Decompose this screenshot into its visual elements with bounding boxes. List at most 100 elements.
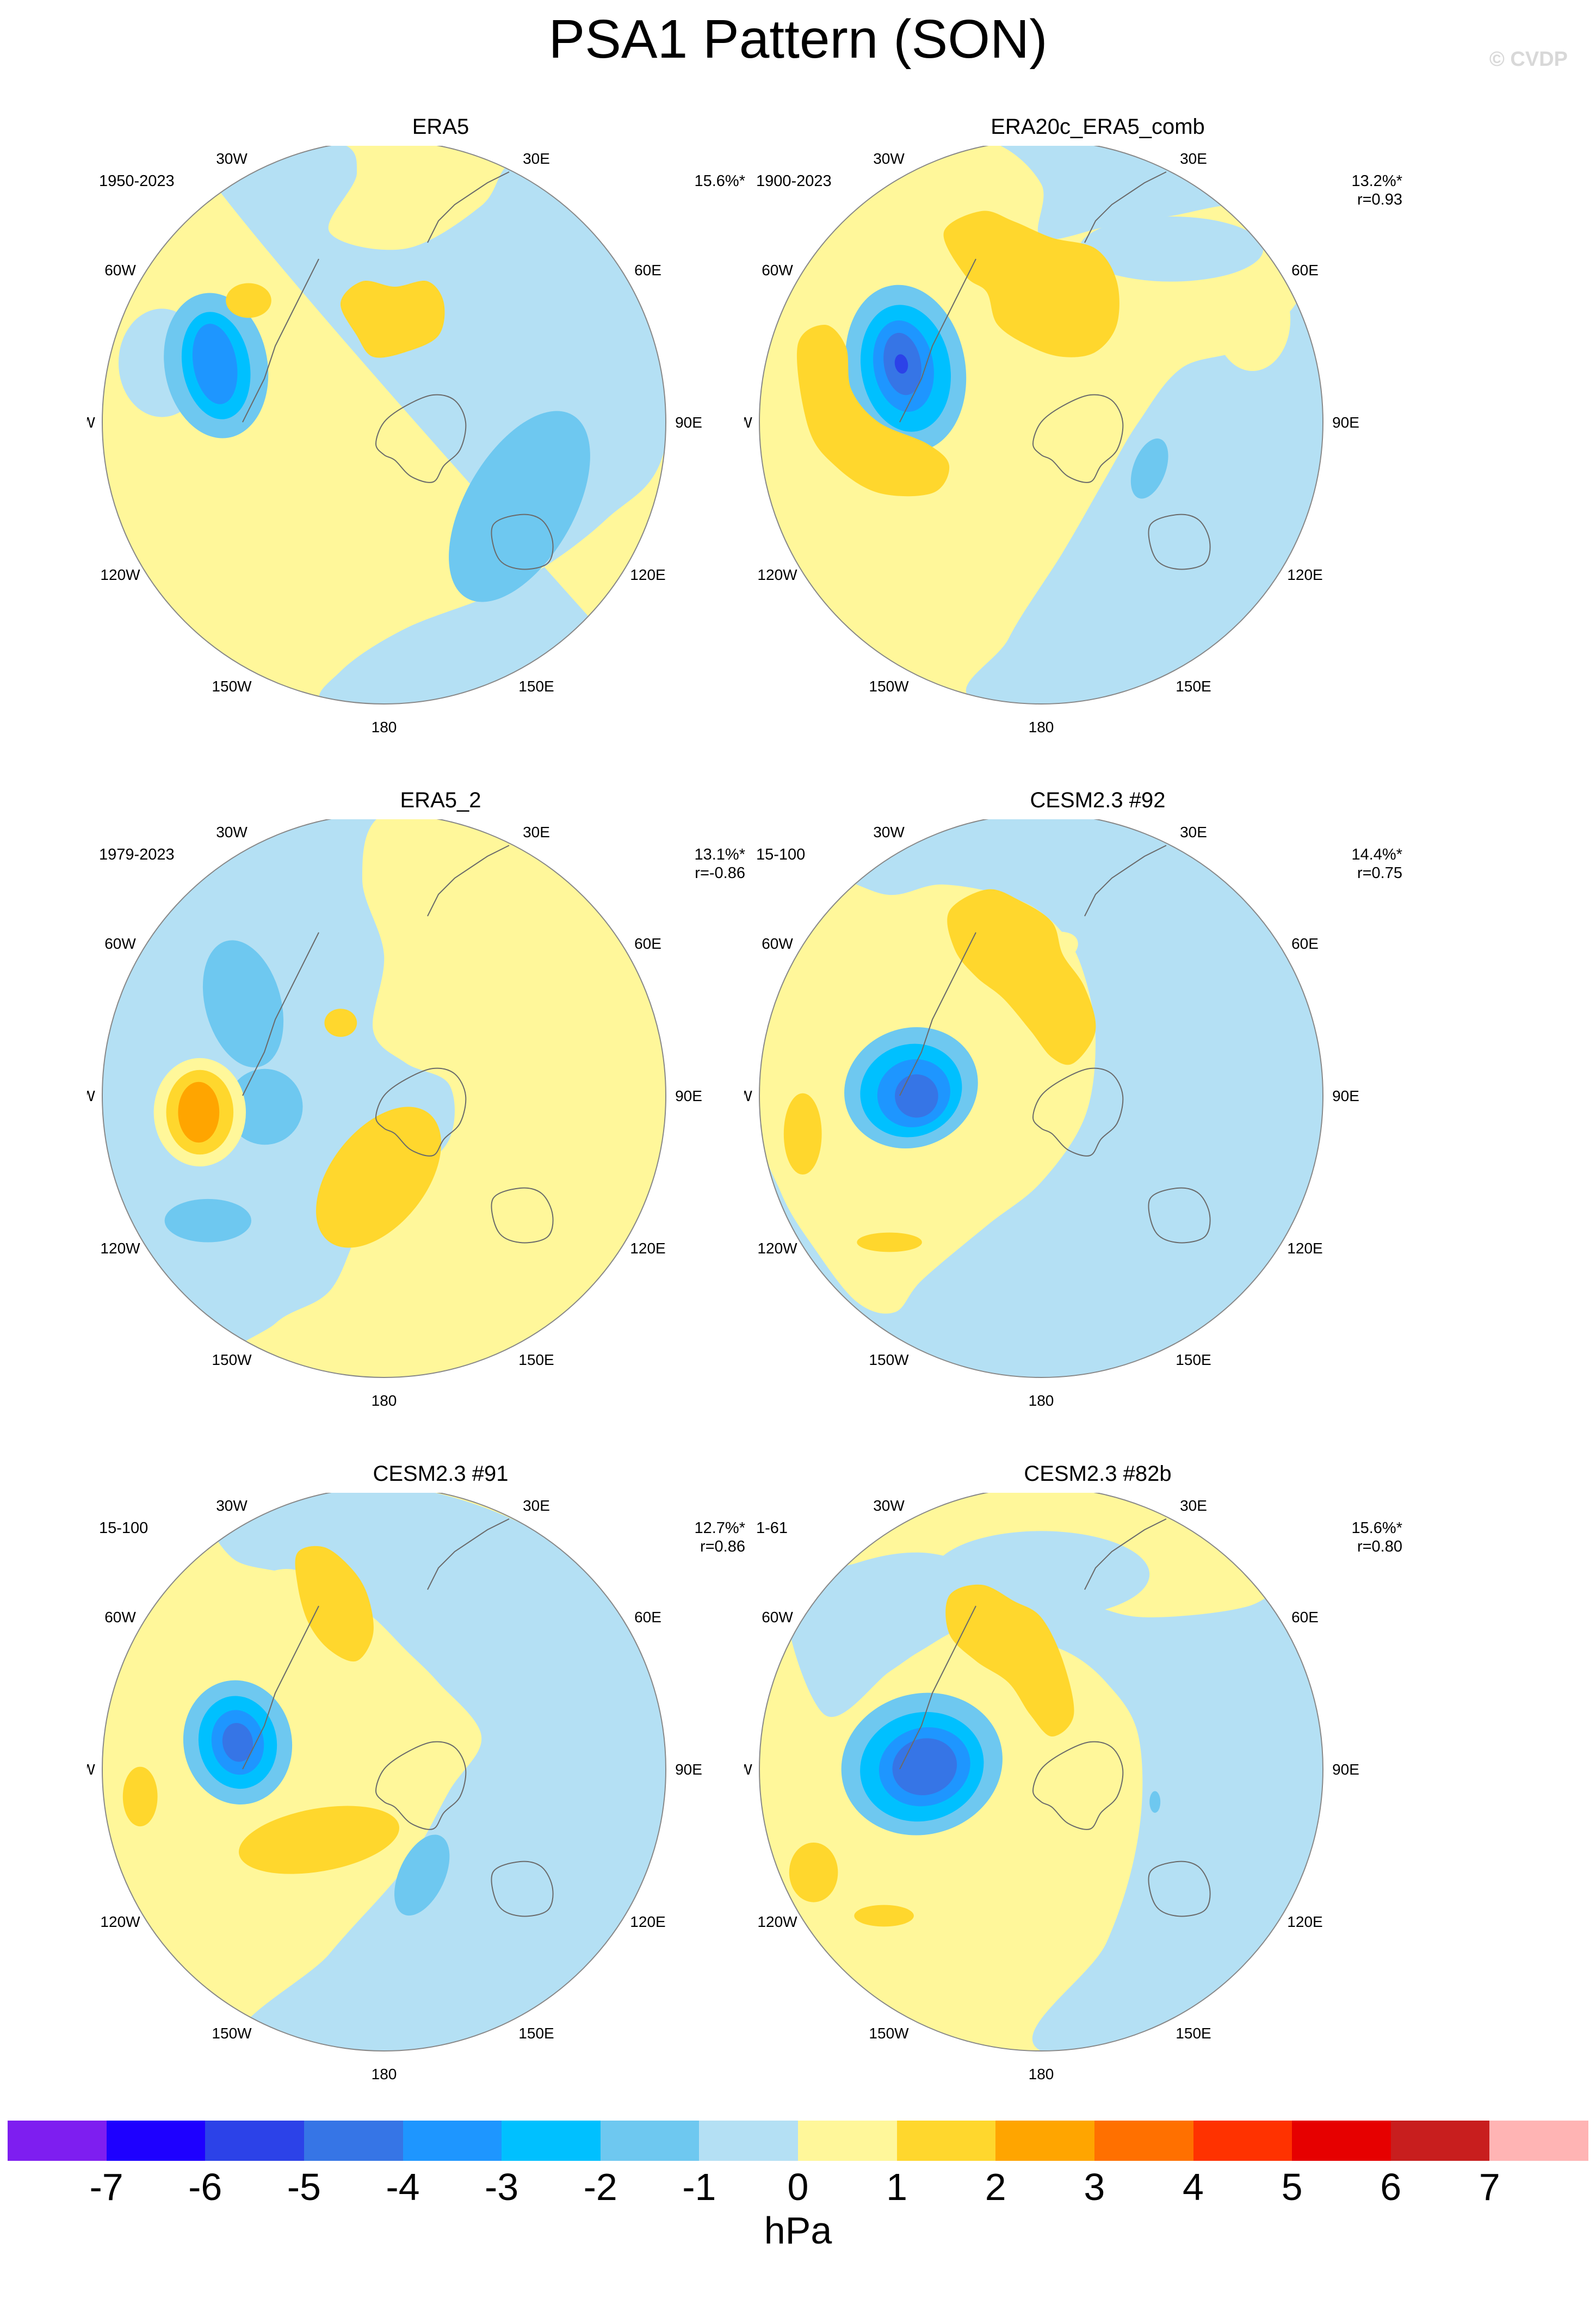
contour-region <box>943 211 1119 357</box>
polar-map: 030E60E90E120E150E180150W120W90W60W30W <box>744 1493 1359 2082</box>
correlation-label: r=-0.86 <box>695 864 745 882</box>
longitude-label: 150E <box>1176 678 1211 695</box>
south-america-coast <box>899 932 976 1096</box>
longitude-label: 90E <box>675 1761 702 1778</box>
longitude-label: 120W <box>100 1240 140 1257</box>
africa-coast <box>1084 171 1167 243</box>
contour-region <box>164 1198 251 1243</box>
longitude-label: 90E <box>1332 1087 1359 1104</box>
contour-region <box>394 1834 450 1916</box>
longitude-label: 150E <box>1176 2025 1211 2042</box>
longitude-label: 30E <box>1180 1497 1207 1514</box>
longitude-label: 60W <box>762 262 793 279</box>
stats-label: 15.6%* r=0.80 <box>1351 1519 1402 1556</box>
contour-region <box>1130 438 1168 499</box>
longitude-label: 180 <box>372 1392 397 1409</box>
coastlines <box>899 1518 1211 1917</box>
colorbar-tick-label: 4 <box>1183 2166 1204 2208</box>
contour-region <box>789 1843 838 1902</box>
colorbar-box <box>8 2121 107 2161</box>
longitude-label: 90W <box>744 1087 752 1104</box>
longitude-label: 60E <box>1291 262 1319 279</box>
longitude-label: 30W <box>216 824 248 841</box>
longitude-label: 120E <box>1287 1240 1322 1257</box>
panel-title: ERA20c_ERA5_comb <box>991 115 1205 139</box>
colorbar-tick-label: 6 <box>1380 2166 1402 2208</box>
contour-region <box>449 411 590 602</box>
colorbar-tick-label: -4 <box>386 2166 420 2208</box>
map-panel-era5: ERA5 1950-2023 15.6%* 030E60E90E120E150E… <box>87 113 794 788</box>
map-boundary <box>102 1493 666 2051</box>
longitude-label: 150W <box>212 2025 252 2042</box>
map-panel-era20c-era5-comb: ERA20c_ERA5_comb 1900-2023 13.2%* r=0.93… <box>744 113 1451 788</box>
colorbar-box <box>1489 2121 1588 2161</box>
longitude-label: 30E <box>523 824 550 841</box>
correlation-label: r=0.80 <box>1357 1538 1402 1555</box>
contour-region <box>895 1074 938 1118</box>
antarctica-coast <box>375 1067 467 1157</box>
longitude-label: 120W <box>100 566 140 583</box>
map-panel-era5-2: ERA5_2 1979-2023 13.1%* r=-0.86 030E60E9… <box>87 787 794 1461</box>
longitude-label: 60E <box>1291 1609 1319 1626</box>
field-layer <box>759 819 1323 1377</box>
stats-label: 12.7%* r=0.86 <box>694 1519 745 1556</box>
variance-label: 13.1%* <box>694 846 745 863</box>
longitude-label: 30W <box>873 150 905 167</box>
south-america-coast <box>242 932 319 1096</box>
polar-map: 030E60E90E120E150E180150W120W90W60W30W <box>744 819 1359 1409</box>
stats-label: 15.6%* <box>694 172 745 190</box>
period-label: 1950-2023 <box>99 172 175 190</box>
australia-coast <box>491 1187 554 1244</box>
antarctica-coast <box>1032 1067 1124 1157</box>
colorbar-box <box>106 2121 206 2161</box>
contour-region <box>239 1806 399 1874</box>
longitude-label: 60W <box>762 1609 793 1626</box>
longitude-label: 60W <box>104 1609 136 1626</box>
variance-label: 15.6%* <box>694 172 745 190</box>
contour-region <box>1149 1791 1161 1813</box>
longitude-label: 180 <box>1029 719 1054 736</box>
contour-region <box>316 1107 442 1248</box>
colorbar-box <box>995 2121 1094 2161</box>
africa-coast <box>427 1518 510 1590</box>
contour-region <box>857 1232 922 1252</box>
map-panel-cesm23-82b: CESM2.3 #82b 1-61 15.6%* r=0.80 030E60E9… <box>744 1460 1451 2135</box>
longitude-label: 150E <box>518 1351 554 1368</box>
longitude-label: 90E <box>1332 1761 1359 1778</box>
map-boundary <box>759 819 1323 1378</box>
longitude-label: 120E <box>630 1913 665 1930</box>
longitude-label: 90W <box>87 1761 95 1778</box>
coastlines <box>899 171 1211 570</box>
polar-map: 030E60E90E120E150E180150W120W90W60W30W <box>87 146 702 736</box>
south-america-coast <box>899 1605 976 1770</box>
longitude-label: 60W <box>104 262 136 279</box>
contour-region <box>796 325 950 497</box>
contour-region <box>1079 217 1264 282</box>
panel-title: ERA5_2 <box>400 788 481 812</box>
colorbar-box <box>798 2121 897 2161</box>
antarctica-coast <box>1032 394 1124 483</box>
longitude-label: 150W <box>212 678 252 695</box>
colorbar-tick-label: 3 <box>1084 2166 1105 2208</box>
longitude-label: 90W <box>744 414 752 431</box>
contour-region <box>945 1584 1074 1737</box>
longitude-label: 120W <box>757 1240 797 1257</box>
map-boundary <box>102 819 666 1378</box>
map-panel-cesm23-92: CESM2.3 #92 15-100 14.4%* r=0.75 030E60E… <box>744 787 1451 1461</box>
panel-title: ERA5 <box>412 115 469 139</box>
colorbar-tick-label: 2 <box>985 2166 1006 2208</box>
contour-region <box>122 1766 158 1827</box>
longitude-label: 60E <box>634 262 661 279</box>
australia-coast <box>491 1861 554 1917</box>
field-layer <box>102 1493 666 2051</box>
south-america-coast <box>242 1605 319 1770</box>
correlation-label: r=0.93 <box>1357 191 1402 208</box>
contour-region <box>172 146 666 704</box>
contour-region <box>894 354 908 374</box>
longitude-label: 30E <box>523 1497 550 1514</box>
contour-region <box>785 1552 1323 2051</box>
longitude-label: 150E <box>518 2025 554 2042</box>
stats-label: 13.1%* r=-0.86 <box>694 845 745 882</box>
australia-coast <box>491 514 554 570</box>
contour-region <box>227 1068 303 1145</box>
